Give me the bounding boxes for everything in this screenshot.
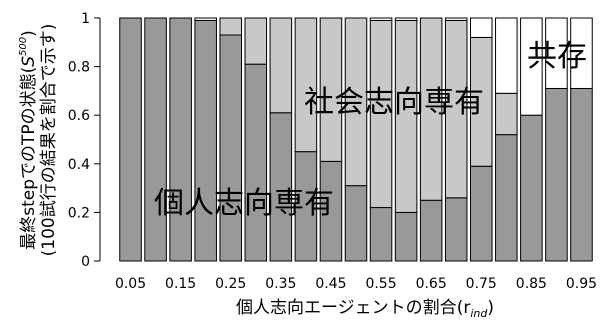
bar-segment-2 <box>394 17 418 21</box>
bar-segment-0 <box>119 17 142 262</box>
bar-segment-2 <box>520 17 543 116</box>
bar-segment-0 <box>144 17 167 262</box>
x-tick-label: 0.15 <box>165 276 196 292</box>
bar-segment-0 <box>545 87 568 262</box>
bar-segment-2 <box>369 17 393 21</box>
bar-segment-2 <box>444 17 468 21</box>
y-axis-title-line2: (100試行の結果を割合で示す) <box>39 24 59 257</box>
x-tick-label: 0.65 <box>416 276 447 292</box>
x-tick-label: 0.55 <box>365 276 396 292</box>
bar-segment-1 <box>244 17 268 65</box>
bar-segment-1 <box>495 92 518 136</box>
bar-segment-2 <box>545 17 568 89</box>
bar-segment-0 <box>344 185 368 262</box>
y-tick-label: 0.4 <box>68 157 90 173</box>
y-tick-label: 0 <box>81 254 90 270</box>
y-tick-label: 0.6 <box>68 108 90 124</box>
bar-segment-0 <box>219 34 243 262</box>
bar-segment-2 <box>469 17 493 38</box>
bar-segment-2 <box>495 17 518 94</box>
y-axis-title: 最終stepでのTPの状態(S500) (100試行の結果を割合で示す) <box>18 24 59 257</box>
bar-group <box>119 17 593 262</box>
bar-segment-0 <box>244 63 268 262</box>
y-tick-label: 1 <box>81 11 90 27</box>
bar-segment-1 <box>344 17 368 187</box>
y-tick-label: 0.8 <box>68 60 90 76</box>
bar-segment-0 <box>469 165 493 262</box>
x-axis-title: 個人志向エージェントの割合(rind) <box>236 298 494 320</box>
bar-segment-1 <box>419 17 443 201</box>
x-tick-label: 0.85 <box>516 276 547 292</box>
x-tick-label: 0.45 <box>315 276 346 292</box>
bar-segment-0 <box>394 211 418 262</box>
y-axis: 0 0.2 0.4 0.6 0.8 1 <box>68 11 101 270</box>
x-tick-label: 0.25 <box>215 276 246 292</box>
annotation-coexist: 共存 <box>527 39 587 74</box>
bar-segment-0 <box>570 87 593 262</box>
x-tick-label: 0.35 <box>265 276 296 292</box>
bar-segment-0 <box>444 197 468 262</box>
bar-segment-0 <box>419 199 443 262</box>
bar-segment-1 <box>319 17 343 162</box>
x-tick-label: 0.75 <box>466 276 497 292</box>
bar-segment-2 <box>194 17 217 21</box>
y-axis-title-line1: 最終stepでのTPの状態(S500) <box>18 30 39 250</box>
bar-segment-1 <box>294 17 318 153</box>
bar-segment-2 <box>570 17 593 89</box>
bar-segment-0 <box>369 207 393 262</box>
bar-segment-1 <box>269 17 293 114</box>
annotation-social: 社会志向専有 <box>304 85 484 120</box>
bar-segment-1 <box>219 17 243 36</box>
x-tick-label: 0.95 <box>566 276 597 292</box>
y-tick-label: 0.2 <box>68 205 90 221</box>
annotation-individual: 個人志向専有 <box>154 186 334 221</box>
bar-segment-0 <box>194 19 217 262</box>
bar-segment-0 <box>520 114 543 262</box>
x-tick-label: 0.05 <box>115 276 146 292</box>
bar-segment-0 <box>495 134 518 262</box>
bar-segment-0 <box>169 17 192 262</box>
x-axis: 0.05 0.15 0.25 0.35 0.45 0.55 0.65 0.75 0.85 0.95 <box>115 276 597 292</box>
